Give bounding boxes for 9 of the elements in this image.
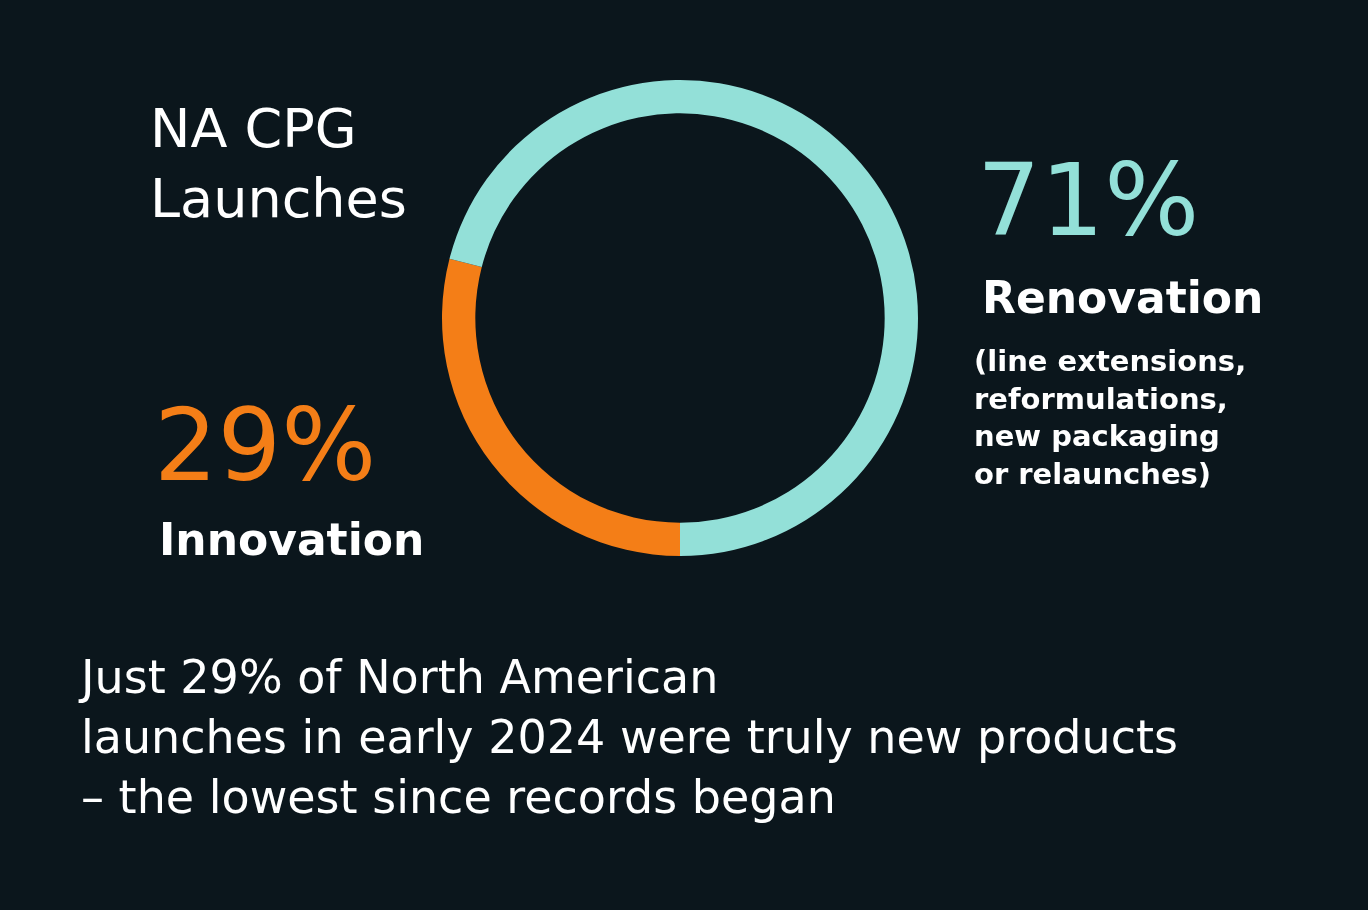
- text: (line extensions, reformulations, new packaging or relaunches): [974, 344, 1247, 492]
- slice-label: Renovation: [982, 272, 1264, 323]
- text: NA CPG Launches: [150, 97, 407, 231]
- text: Just 29% of North American launches in early 2024 were truly new products – the lowest since records began: [78, 650, 1178, 824]
- slice-label: Innovation: [159, 514, 425, 565]
- donut-slice: [442, 258, 680, 556]
- data-label: 29%: [154, 387, 377, 504]
- data-label: 71%: [977, 142, 1200, 259]
- donut-slice: [449, 80, 918, 556]
